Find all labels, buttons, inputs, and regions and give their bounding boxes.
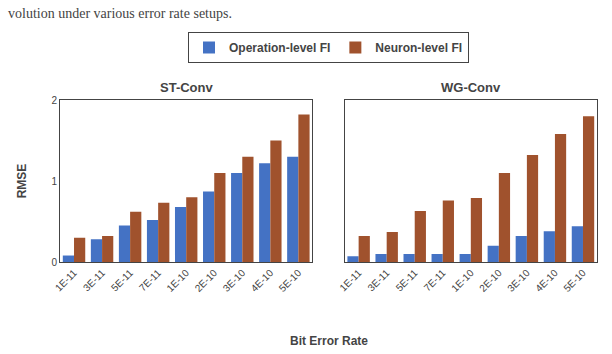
svg-text:4E-10: 4E-10: [533, 267, 560, 294]
svg-text:1E-10: 1E-10: [165, 267, 192, 294]
svg-text:5E-11: 5E-11: [109, 267, 135, 293]
svg-text:volution under various error r: volution under various error rate setups…: [8, 6, 232, 21]
svg-text:3E-10: 3E-10: [505, 267, 532, 294]
svg-text:3E-10: 3E-10: [221, 267, 248, 294]
svg-text:3E-11: 3E-11: [81, 267, 107, 293]
svg-text:2: 2: [51, 95, 57, 106]
svg-text:3E-11: 3E-11: [365, 267, 391, 293]
svg-text:1E-11: 1E-11: [337, 267, 363, 293]
svg-text:5E-10: 5E-10: [277, 267, 304, 294]
svg-text:Operation-level FI: Operation-level FI: [229, 41, 330, 55]
svg-text:1: 1: [51, 176, 57, 187]
svg-text:RMSE: RMSE: [15, 164, 29, 199]
svg-text:1E-10: 1E-10: [449, 267, 476, 294]
svg-text:5E-10: 5E-10: [561, 267, 588, 294]
svg-text:2E-10: 2E-10: [477, 267, 504, 294]
svg-text:4E-10: 4E-10: [249, 267, 276, 294]
svg-text:1E-11: 1E-11: [53, 267, 79, 293]
svg-text:2E-10: 2E-10: [193, 267, 220, 294]
svg-text:Neuron-level FI: Neuron-level FI: [375, 41, 462, 55]
svg-text:WG-Conv: WG-Conv: [441, 80, 501, 95]
svg-text:7E-11: 7E-11: [137, 267, 163, 293]
svg-text:ST-Conv: ST-Conv: [160, 80, 213, 95]
svg-text:7E-11: 7E-11: [422, 267, 448, 293]
svg-text:Bit Error Rate: Bit Error Rate: [290, 334, 368, 348]
svg-text:5E-11: 5E-11: [394, 267, 420, 293]
svg-text:0: 0: [51, 257, 57, 268]
